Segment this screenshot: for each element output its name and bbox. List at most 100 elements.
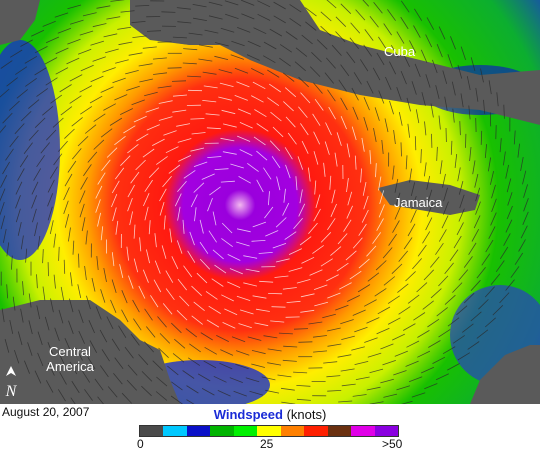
wind-barb xyxy=(224,0,239,6)
wind-barb xyxy=(495,260,505,273)
wind-barb xyxy=(335,304,349,311)
wind-barb xyxy=(190,118,205,120)
wind-barb xyxy=(376,52,385,66)
wind-barb xyxy=(485,239,494,253)
colorbar-segment xyxy=(186,426,211,436)
wind-barb xyxy=(499,292,510,304)
wind-barb xyxy=(172,36,187,39)
wind-barb xyxy=(423,269,434,281)
wind-barb xyxy=(345,250,357,261)
wind-barb xyxy=(327,89,336,102)
wind-barb xyxy=(174,338,186,349)
wind-barb xyxy=(58,140,68,152)
wind-barb xyxy=(476,266,486,279)
wind-barb xyxy=(255,308,270,312)
wind-barb xyxy=(403,323,416,331)
wind-barb xyxy=(241,13,255,20)
wind-barb xyxy=(186,399,195,404)
wind-barb xyxy=(182,62,197,65)
wind-barb xyxy=(296,385,311,387)
wind-barb xyxy=(257,13,271,21)
wind-barb xyxy=(217,390,231,397)
wind-barb xyxy=(364,337,378,343)
wind-barb xyxy=(221,294,234,302)
wind-barb xyxy=(34,222,38,237)
wind-barb xyxy=(227,281,241,288)
wind-barb xyxy=(219,82,234,87)
wind-barb xyxy=(343,219,352,232)
wind-barb xyxy=(113,372,123,385)
wind-barb xyxy=(411,81,417,95)
wind-barb xyxy=(488,157,491,172)
wind-barb xyxy=(130,171,140,184)
wind-barb xyxy=(281,401,296,404)
wind-barb xyxy=(414,63,421,78)
wind-barb xyxy=(165,270,174,283)
wind-barb xyxy=(177,180,187,193)
wind-barb xyxy=(313,82,323,94)
wind-barb xyxy=(360,168,362,183)
wind-barb xyxy=(460,46,466,61)
wind-barb xyxy=(422,231,431,244)
wind-barb xyxy=(394,350,408,357)
wind-barb xyxy=(111,193,118,208)
wind-barb xyxy=(253,136,266,146)
wind-barb xyxy=(432,59,438,74)
wind-barb xyxy=(396,31,405,44)
wind-barb xyxy=(55,67,69,75)
wind-barb xyxy=(427,189,433,204)
wind-barb xyxy=(366,245,377,257)
wind-barb xyxy=(278,332,293,335)
wind-barb xyxy=(435,242,444,255)
wind-barb xyxy=(361,137,365,152)
wind-barb xyxy=(222,151,237,155)
wind-barb xyxy=(453,235,462,249)
wind-barb xyxy=(177,278,188,291)
wind-barb xyxy=(417,244,427,257)
wind-barb xyxy=(28,293,32,308)
wind-barb xyxy=(435,373,449,381)
wind-barb xyxy=(101,159,111,172)
wind-barb xyxy=(187,357,201,366)
wind-barb xyxy=(11,255,13,270)
wind-barb xyxy=(178,155,192,162)
wind-barb xyxy=(373,2,383,14)
wind-barb xyxy=(279,44,293,53)
wind-barb xyxy=(367,352,382,358)
wind-barb xyxy=(200,332,213,341)
wind-barb xyxy=(89,340,98,353)
wind-barb xyxy=(410,182,416,196)
wind-barb xyxy=(55,47,69,55)
wind-barb xyxy=(69,95,82,104)
wind-barb xyxy=(114,94,128,101)
wind-barb xyxy=(162,176,172,188)
wind-barb xyxy=(0,88,10,98)
wind-barb xyxy=(326,57,336,69)
wind-barb xyxy=(382,360,396,366)
wind-barb xyxy=(492,305,504,316)
wind-barb xyxy=(514,252,524,265)
label-central-america: Central America xyxy=(38,344,102,374)
wind-barb xyxy=(135,159,146,171)
wind-barb xyxy=(400,142,402,157)
wind-barb xyxy=(186,385,199,394)
wind-barb xyxy=(396,385,411,391)
wind-barb xyxy=(172,353,185,363)
wind-barb xyxy=(84,124,97,134)
wind-barb xyxy=(411,392,426,398)
wind-barb xyxy=(213,375,227,383)
wind-barb xyxy=(216,335,229,342)
colorbar-segment xyxy=(210,426,234,436)
wind-barb xyxy=(70,397,76,404)
wind-barb xyxy=(314,98,324,111)
wind-barb xyxy=(476,329,489,339)
wind-barb xyxy=(153,72,168,75)
wind-barb xyxy=(183,48,198,51)
wind-barb xyxy=(78,253,80,268)
wind-barb xyxy=(71,148,82,160)
wind-barb xyxy=(338,400,353,403)
date-label: August 20, 2007 xyxy=(2,405,90,419)
wind-barb xyxy=(239,309,254,315)
wind-barb xyxy=(340,319,354,325)
wind-barb xyxy=(376,218,384,231)
